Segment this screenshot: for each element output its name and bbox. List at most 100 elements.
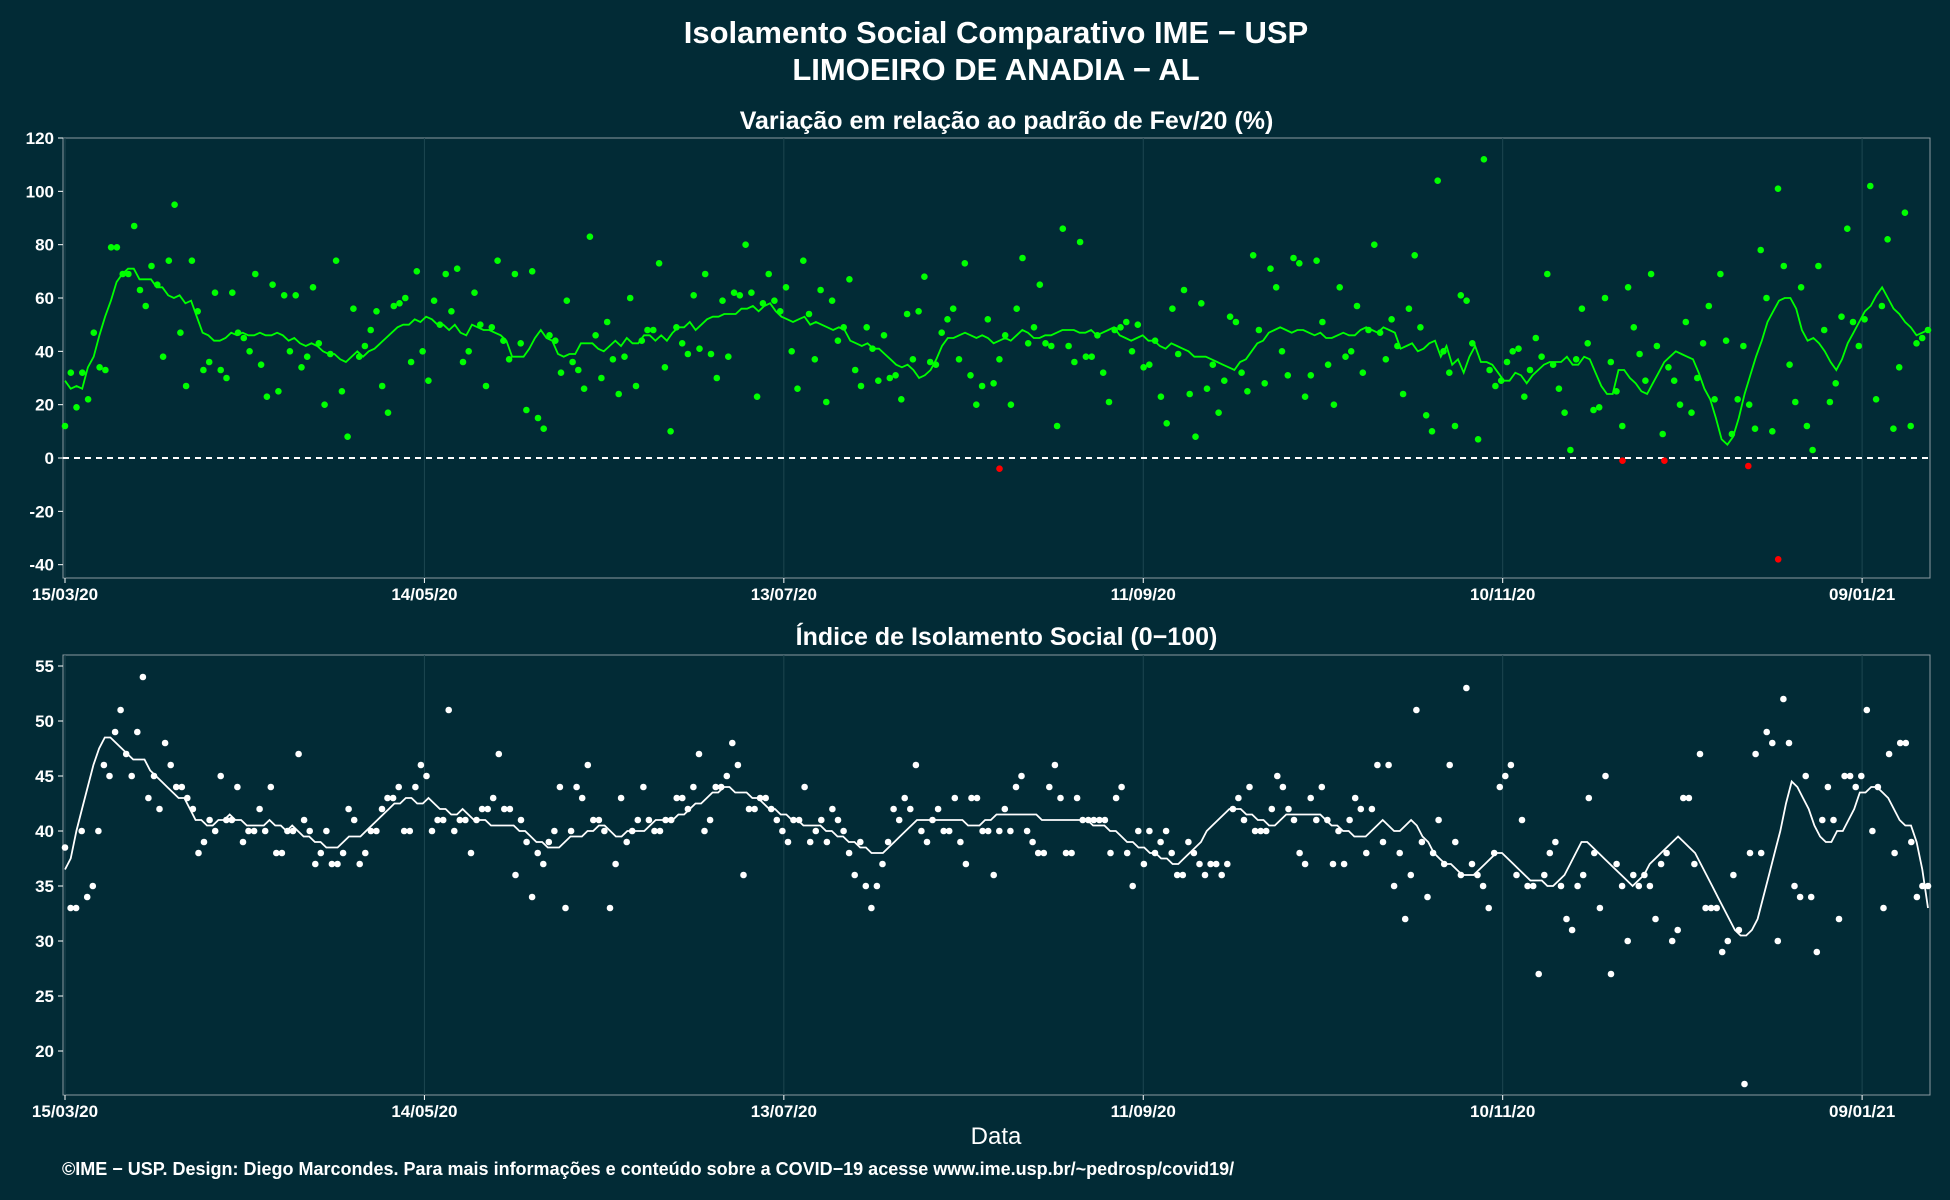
data-point bbox=[545, 838, 553, 846]
data-point bbox=[923, 838, 931, 846]
data-point bbox=[1574, 882, 1581, 890]
data-point bbox=[471, 289, 478, 297]
data-point bbox=[1307, 794, 1314, 802]
data-point bbox=[1396, 849, 1403, 857]
data-point bbox=[1030, 324, 1038, 331]
data-point bbox=[1642, 377, 1649, 385]
data-point bbox=[1830, 816, 1837, 824]
data-point bbox=[621, 353, 628, 361]
data-point bbox=[661, 364, 669, 371]
data-point bbox=[229, 289, 236, 297]
data-point bbox=[1051, 761, 1059, 769]
data-point bbox=[256, 805, 263, 813]
data-point bbox=[828, 297, 836, 305]
data-point bbox=[286, 348, 294, 355]
data-point bbox=[598, 374, 605, 382]
data-point bbox=[903, 310, 911, 318]
data-point bbox=[1424, 893, 1431, 901]
data-point bbox=[606, 904, 614, 912]
data-point bbox=[1107, 849, 1114, 857]
data-point bbox=[907, 805, 914, 813]
data-point bbox=[1168, 849, 1175, 857]
data-point bbox=[228, 816, 236, 824]
data-point bbox=[736, 292, 744, 299]
data-point bbox=[1590, 406, 1597, 414]
y-tick-label: 80 bbox=[35, 236, 54, 255]
variation-panel: Variação em relação ao padrão de Fev/20 … bbox=[26, 107, 1932, 604]
data-point bbox=[73, 404, 80, 411]
data-point bbox=[1696, 750, 1704, 758]
y-tick-label: 30 bbox=[35, 932, 54, 951]
data-point bbox=[1826, 398, 1834, 406]
data-point bbox=[1713, 904, 1720, 912]
data-point bbox=[284, 827, 291, 835]
data-point bbox=[1880, 904, 1887, 912]
data-point bbox=[546, 332, 553, 339]
data-point bbox=[1824, 783, 1832, 791]
x-tick-label: 13/07/20 bbox=[751, 585, 817, 604]
data-point bbox=[1261, 380, 1268, 387]
data-point bbox=[350, 305, 357, 313]
data-point bbox=[895, 816, 903, 824]
data-point bbox=[1192, 433, 1199, 441]
data-point bbox=[679, 794, 686, 802]
data-point bbox=[1251, 827, 1259, 835]
data-point bbox=[557, 369, 565, 377]
data-point bbox=[1521, 393, 1528, 401]
y-tick-label: 0 bbox=[45, 449, 54, 468]
data-point bbox=[1036, 281, 1044, 289]
data-point bbox=[1296, 260, 1303, 267]
data-point bbox=[1428, 428, 1436, 435]
data-point bbox=[1417, 324, 1424, 331]
data-point bbox=[1007, 827, 1014, 835]
data-point bbox=[1630, 871, 1637, 879]
data-point bbox=[106, 772, 113, 780]
data-point bbox=[1162, 827, 1170, 835]
data-point bbox=[562, 904, 569, 912]
data-point bbox=[122, 750, 130, 758]
data-point bbox=[667, 428, 674, 435]
data-point bbox=[1613, 388, 1620, 395]
data-point bbox=[295, 750, 302, 758]
data-point bbox=[1319, 318, 1326, 326]
data-point bbox=[1262, 827, 1270, 835]
data-point bbox=[800, 257, 807, 265]
data-point bbox=[857, 838, 864, 846]
data-point bbox=[528, 268, 536, 275]
data-point bbox=[1602, 772, 1609, 780]
data-point bbox=[921, 273, 928, 281]
y-tick-label: 45 bbox=[35, 767, 54, 786]
data-point bbox=[150, 772, 158, 780]
data-point bbox=[473, 816, 480, 824]
data-point bbox=[1318, 783, 1326, 791]
data-point bbox=[257, 361, 265, 369]
data-point bbox=[384, 409, 392, 417]
data-point bbox=[328, 860, 336, 868]
data-point bbox=[1357, 805, 1365, 813]
data-point bbox=[1185, 838, 1192, 846]
data-point bbox=[1434, 177, 1441, 184]
data-point bbox=[1763, 294, 1770, 302]
data-point bbox=[200, 366, 207, 374]
data-point bbox=[240, 334, 248, 342]
data-point bbox=[1740, 342, 1747, 350]
data-point bbox=[1878, 302, 1886, 310]
data-point bbox=[67, 904, 74, 912]
data-point bbox=[569, 358, 576, 366]
data-point bbox=[344, 433, 351, 441]
data-point bbox=[1717, 270, 1724, 278]
data-point bbox=[402, 294, 409, 302]
data-point bbox=[1694, 374, 1701, 382]
data-point bbox=[1653, 342, 1661, 350]
data-point bbox=[990, 871, 997, 879]
data-point bbox=[1255, 326, 1263, 334]
data-point bbox=[1502, 772, 1509, 780]
data-point bbox=[517, 816, 525, 824]
data-point bbox=[511, 270, 519, 278]
data-point bbox=[1682, 318, 1690, 326]
data-point bbox=[811, 356, 819, 363]
data-point bbox=[575, 366, 582, 374]
data-point bbox=[1688, 409, 1695, 417]
data-point bbox=[136, 286, 144, 294]
data-point bbox=[315, 340, 323, 347]
